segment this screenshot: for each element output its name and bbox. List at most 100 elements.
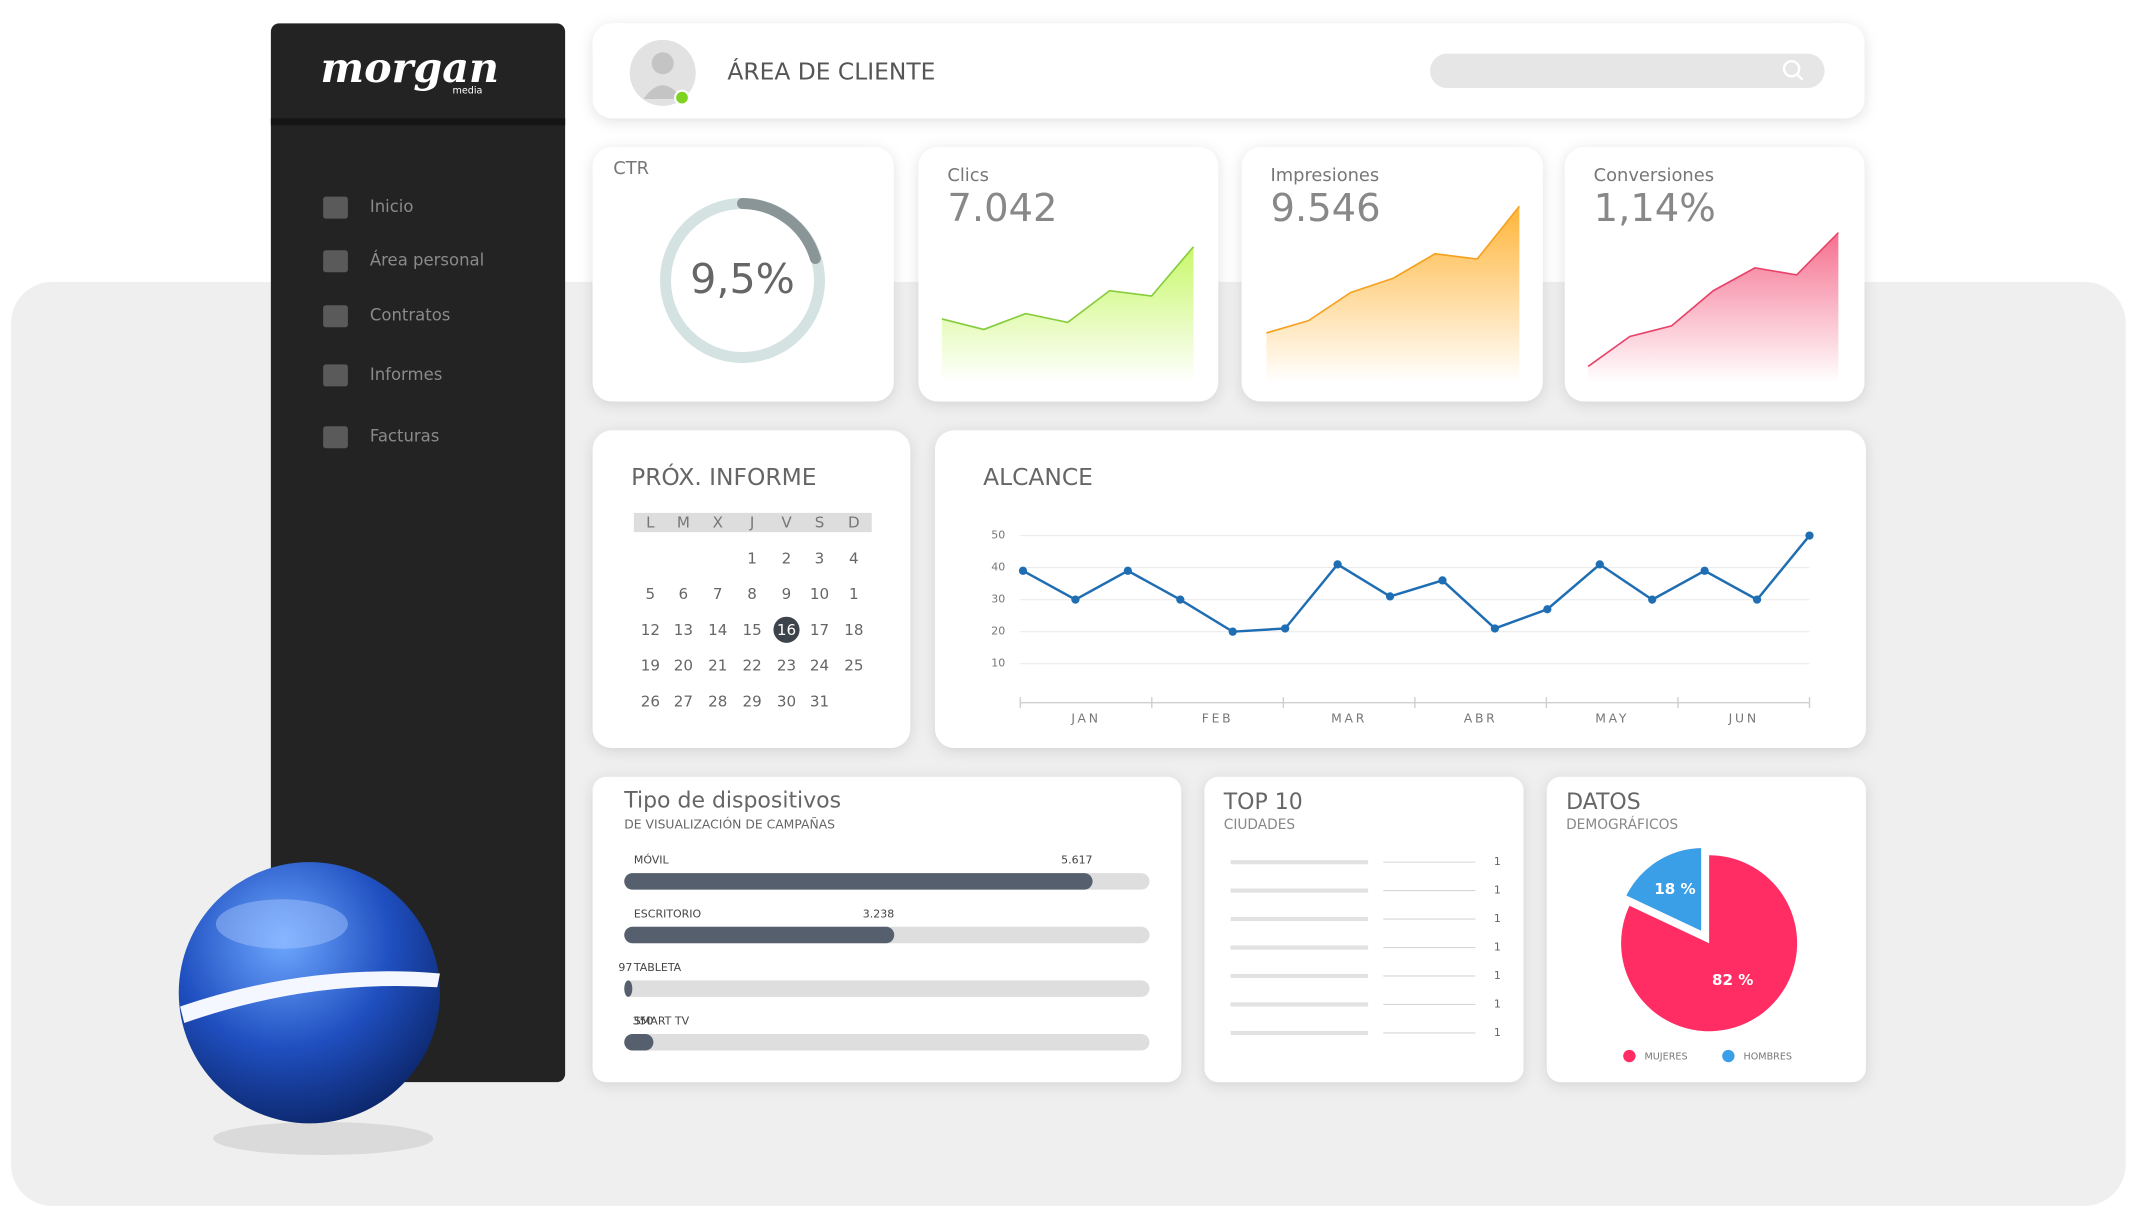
- kpi-label: CTR: [613, 158, 649, 179]
- day[interactable]: 22: [743, 657, 762, 675]
- day[interactable]: 7: [713, 585, 723, 603]
- menu-icon: [323, 364, 348, 387]
- pie-slice: [1621, 855, 1798, 1032]
- chart-subtitle: DEMOGRÁFICOS: [1566, 815, 1678, 833]
- menu-item[interactable]: Facturas: [370, 427, 440, 446]
- bar-value-label: 350: [632, 1015, 653, 1028]
- kpi-value: 7.042: [947, 186, 1057, 231]
- kpi-label: Impresiones: [1270, 165, 1379, 186]
- area-line: [1587, 232, 1839, 368]
- y-tick-label: 30: [991, 593, 1005, 606]
- menu-item[interactable]: Contratos: [370, 306, 451, 325]
- bar: [624, 873, 1093, 890]
- day[interactable]: 28: [708, 692, 727, 710]
- day[interactable]: 6: [679, 585, 689, 603]
- y-tick-label: 20: [991, 625, 1005, 638]
- sphere-highlight: [215, 899, 348, 949]
- bar: [624, 980, 633, 997]
- day[interactable]: 1: [747, 549, 757, 567]
- weekday: M: [677, 514, 690, 532]
- menu-item[interactable]: Informes: [370, 365, 442, 384]
- card-title: TOP 10: [1223, 790, 1303, 815]
- avatar-body: [643, 85, 682, 100]
- day[interactable]: 30: [777, 692, 796, 710]
- kpi-value: 9.546: [1270, 186, 1380, 231]
- bar-label: TABLETA: [633, 961, 682, 974]
- area-fill: [1588, 232, 1839, 383]
- x-tick-label: JUN: [1728, 712, 1759, 726]
- point: [1281, 624, 1290, 633]
- search-bar[interactable]: [1429, 53, 1825, 89]
- demographics-card: [1546, 776, 1866, 1083]
- day[interactable]: 4: [849, 549, 859, 567]
- day[interactable]: 3: [815, 549, 825, 567]
- day[interactable]: 5: [646, 585, 656, 603]
- day[interactable]: 13: [674, 621, 693, 639]
- day[interactable]: 8: [747, 585, 757, 603]
- day[interactable]: 15: [743, 621, 762, 639]
- search-icon: [1782, 59, 1801, 78]
- bar-label: MÓVIL: [634, 854, 670, 867]
- day[interactable]: 20: [674, 657, 693, 675]
- ctr-ring-arc: [736, 198, 821, 265]
- kpi-value: 9,5%: [690, 255, 795, 303]
- bar-value-label: 97: [618, 961, 632, 974]
- city-value: 1: [1494, 997, 1501, 1010]
- point: [1700, 566, 1709, 575]
- bar-value-label: 5.617: [1061, 854, 1092, 867]
- menu-item[interactable]: Área personal: [370, 251, 484, 270]
- area-fill: [941, 246, 1194, 383]
- day[interactable]: 29: [743, 692, 762, 710]
- weekday: D: [848, 514, 860, 532]
- x-tick-label: JAN: [1070, 712, 1100, 726]
- bar: [624, 1034, 654, 1051]
- point: [1752, 595, 1762, 604]
- x-tick-label: ABR: [1464, 712, 1498, 726]
- day[interactable]: 1: [849, 585, 859, 603]
- y-tick-label: 50: [991, 529, 1005, 542]
- reach-card: [934, 430, 1866, 749]
- bar-value-label: 3.238: [863, 907, 894, 920]
- area-fill: [1266, 206, 1520, 383]
- kpi-label: Conversiones: [1594, 165, 1714, 186]
- kpi-label: Clics: [947, 165, 989, 186]
- day[interactable]: 24: [810, 657, 829, 675]
- day[interactable]: 18: [844, 621, 863, 639]
- day[interactable]: 9: [782, 585, 792, 603]
- point: [1018, 566, 1028, 575]
- city-value: 1: [1494, 969, 1501, 982]
- point: [1123, 566, 1132, 575]
- online-dot: [674, 89, 690, 106]
- day[interactable]: 2: [782, 549, 792, 567]
- header-title: ÁREA DE CLIENTE: [727, 57, 935, 85]
- point: [1805, 531, 1814, 540]
- day[interactable]: 31: [810, 692, 829, 710]
- day[interactable]: 21: [708, 657, 727, 675]
- line: [1022, 534, 1811, 633]
- weekday: J: [749, 514, 754, 532]
- selected-day: [773, 616, 800, 643]
- day[interactable]: 25: [844, 657, 863, 675]
- day[interactable]: 19: [641, 657, 660, 675]
- point: [1333, 560, 1342, 569]
- point: [1071, 595, 1080, 604]
- day[interactable]: 27: [674, 692, 693, 710]
- point: [1595, 560, 1604, 569]
- logo-sub: media: [453, 86, 483, 97]
- avatar-head: [651, 52, 674, 75]
- day[interactable]: 14: [708, 621, 727, 639]
- legend-swatch: [1722, 1049, 1735, 1063]
- menu-item[interactable]: Inicio: [370, 197, 414, 216]
- day[interactable]: 17: [810, 621, 829, 639]
- day[interactable]: 10: [810, 585, 829, 603]
- day[interactable]: 12: [641, 621, 660, 639]
- weekday: L: [646, 514, 655, 532]
- menu-icon: [323, 196, 348, 219]
- menu-icon: [323, 305, 348, 328]
- day[interactable]: 26: [641, 692, 660, 710]
- day[interactable]: 16: [777, 621, 796, 639]
- weekday-bar: [633, 512, 872, 533]
- x-tick-label: MAR: [1331, 712, 1367, 726]
- point: [1438, 576, 1447, 585]
- day[interactable]: 23: [777, 657, 796, 675]
